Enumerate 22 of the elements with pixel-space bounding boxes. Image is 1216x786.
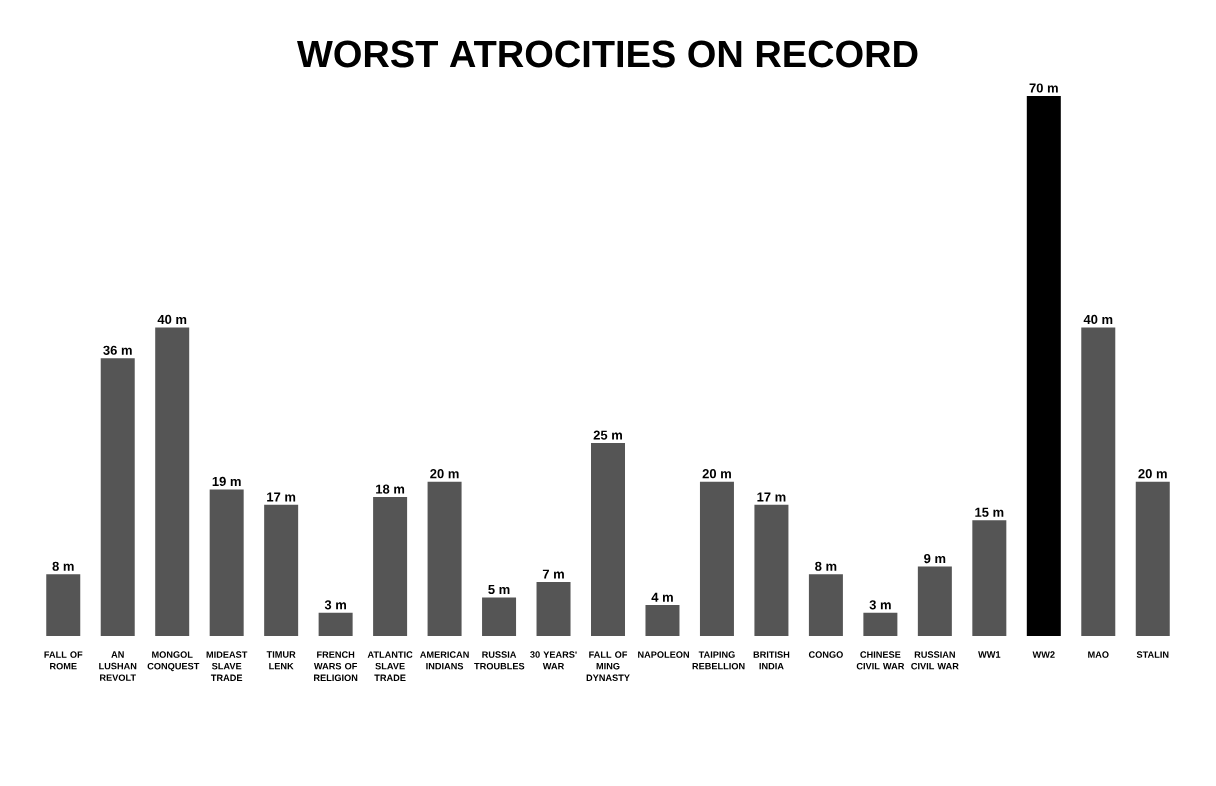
bar: [318, 612, 353, 636]
bar: [863, 612, 898, 636]
bar: [808, 574, 843, 636]
bar: [482, 597, 517, 636]
bar: [427, 481, 462, 636]
bar: [754, 504, 789, 636]
bar: [645, 605, 680, 636]
bar: [264, 504, 299, 636]
bar: [1135, 481, 1170, 636]
chart-title: WORST ATROCITIES ON RECORD: [297, 40, 918, 68]
bar: [46, 574, 81, 636]
bar: [155, 327, 190, 636]
bar: [536, 581, 571, 636]
bar: [1081, 327, 1116, 636]
bar: [209, 489, 244, 636]
bar: [373, 497, 408, 636]
bar: [917, 566, 952, 636]
bar: [972, 520, 1007, 636]
bar: [699, 481, 734, 636]
bar: [1026, 95, 1061, 636]
bar: [591, 443, 625, 636]
bar: [100, 358, 135, 636]
